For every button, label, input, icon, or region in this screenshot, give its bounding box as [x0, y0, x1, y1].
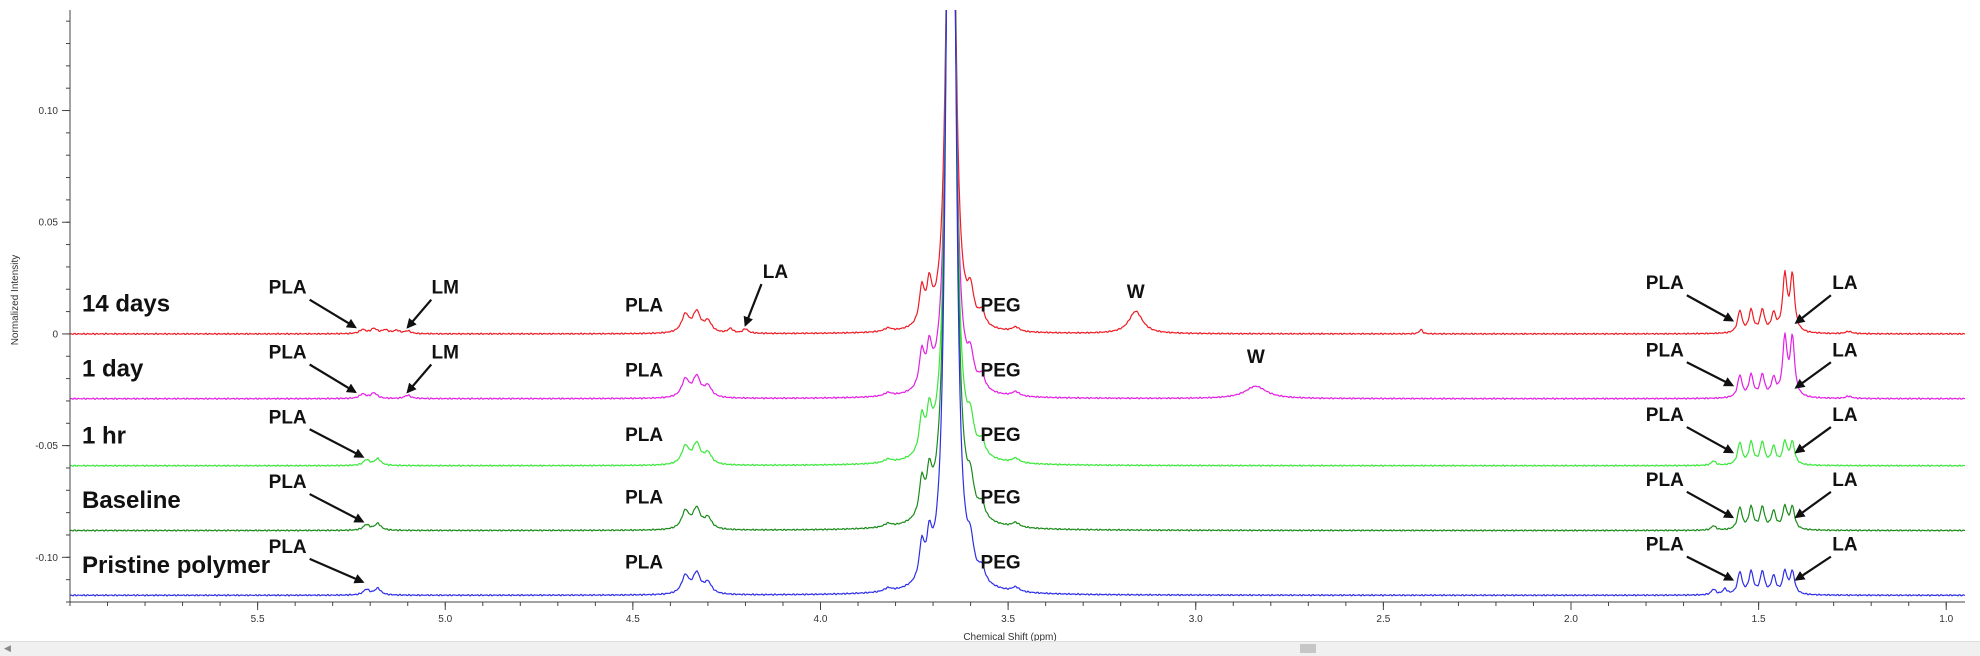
annotation-arrow: [1794, 555, 1832, 581]
x-tick-label: 5.5: [251, 614, 265, 625]
peak-label: PLA: [1646, 273, 1684, 294]
y-tick-label: -0.05: [35, 441, 58, 452]
peak-label: PLA: [269, 278, 307, 299]
scroll-left-icon[interactable]: ◀: [4, 643, 11, 653]
peak-label: LA: [1832, 273, 1858, 294]
x-tick-label: 3.5: [1001, 614, 1015, 625]
trace-label: 1 day: [82, 355, 144, 382]
chart-labels: 14 days 1 day 1 hr Baseline Pristine polymer…: [82, 262, 1858, 584]
peak-label: LA: [1832, 405, 1858, 426]
annotation-arrow: [1794, 294, 1832, 324]
peak-label: PLA: [1646, 405, 1684, 426]
x-axis-title: Chemical Shift (ppm): [963, 632, 1056, 643]
x-tick-label: 2.0: [1564, 614, 1578, 625]
x-tick-label: 3.0: [1189, 614, 1203, 625]
peak-label: PLA: [625, 552, 663, 573]
x-tick-label: 4.0: [814, 614, 828, 625]
peak-label: LA: [1832, 470, 1858, 491]
spectrum-line: [70, 10, 1965, 532]
annotation-arrow: [1686, 490, 1735, 519]
scrollbar-thumb[interactable]: [1300, 644, 1316, 653]
x-tick-label: 1.5: [1752, 614, 1766, 625]
annotation-arrow: [406, 298, 433, 329]
annotation-arrow: [309, 298, 357, 329]
annotation-arrow: [1686, 361, 1735, 387]
peak-label: LM: [432, 342, 459, 363]
x-tick-label: 2.5: [1376, 614, 1390, 625]
annotation-arrow: [1686, 555, 1735, 581]
peak-label: PEG: [981, 488, 1021, 509]
spectrum-line: [70, 10, 1965, 336]
spectrum-line: [70, 10, 1965, 597]
peak-label: PLA: [1646, 340, 1684, 361]
peak-label: PEG: [981, 552, 1021, 573]
peak-label: PLA: [625, 488, 663, 509]
annotation-arrow: [1794, 490, 1832, 519]
peak-label: LA: [1832, 535, 1858, 556]
trace-label: 1 hr: [82, 422, 126, 449]
peak-label: PLA: [625, 360, 663, 381]
peak-label: PLA: [269, 342, 307, 363]
annotation-arrow: [1794, 361, 1832, 389]
trace-label: 14 days: [82, 291, 170, 318]
peak-label: PEG: [981, 360, 1021, 381]
peak-label: PLA: [1646, 535, 1684, 556]
spectrum-line: [70, 10, 1965, 401]
spectrum-line: [70, 10, 1965, 468]
x-tick-label: 1.0: [1939, 614, 1953, 625]
peak-label: LA: [763, 262, 789, 283]
peak-label: PLA: [625, 296, 663, 317]
x-tick-label: 5.0: [438, 614, 452, 625]
annotation-arrow: [743, 283, 763, 327]
y-tick-label: -0.10: [35, 553, 58, 564]
annotation-arrow: [1686, 294, 1735, 322]
spectrum-traces: [70, 10, 1965, 597]
peak-label: PLA: [269, 472, 307, 493]
horizontal-scrollbar[interactable]: ◀: [0, 641, 1980, 656]
peak-label: PLA: [625, 425, 663, 446]
peak-label: PEG: [981, 296, 1021, 317]
axes: 5.5 5.0 4.5 4.0 3.5 3.0 2.5 2.0 1.5 1.0 0.10 0.05 0 -…: [35, 10, 1965, 625]
peak-label: LA: [1832, 340, 1858, 361]
annotation-arrow: [1686, 426, 1735, 454]
annotation-arrow: [1794, 426, 1832, 454]
annotation-arrow: [406, 363, 433, 394]
x-tick-label: 4.5: [626, 614, 640, 625]
peak-label: W: [1247, 347, 1265, 368]
y-axis-title: Normalized Intensity: [10, 255, 21, 346]
annotation-arrow: [309, 493, 365, 523]
peak-label: W: [1127, 282, 1145, 303]
trace-label: Baseline: [82, 487, 181, 514]
peak-label: PLA: [269, 407, 307, 428]
peak-label: PLA: [269, 537, 307, 558]
y-tick-label: 0: [52, 329, 58, 340]
peak-label: PLA: [1646, 470, 1684, 491]
peak-label: LM: [432, 278, 459, 299]
peak-label: PEG: [981, 425, 1021, 446]
trace-label: Pristine polymer: [82, 552, 270, 579]
annotation-arrow: [309, 363, 357, 394]
annotation-arrow: [309, 557, 365, 584]
y-tick-label: 0.05: [39, 218, 59, 229]
y-tick-label: 0.10: [39, 106, 59, 117]
annotation-arrow: [309, 428, 365, 458]
